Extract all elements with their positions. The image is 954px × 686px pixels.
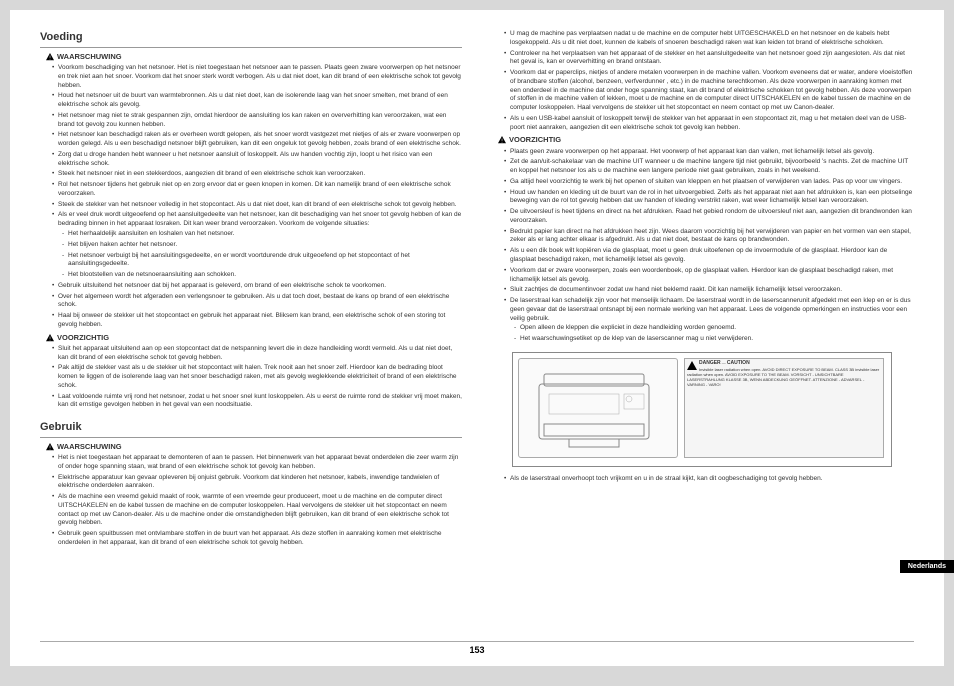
list-item: Over het algemeen wordt het afgeraden ee…: [52, 293, 462, 311]
list-item: Als de machine een vreemd geluid maakt o…: [52, 493, 462, 528]
printer-diagram: DANGER — CAUTION Invisible laser radiati…: [512, 352, 892, 467]
right-column: U mag de machine pas verplaatsen nadat u…: [492, 30, 914, 635]
list-item: Het netsnoer kan beschadigd raken als er…: [52, 131, 462, 149]
caution-icon: !: [498, 136, 506, 144]
voeding-waarschuwing-list: Voorkom beschadiging van het netsnoer. H…: [40, 64, 462, 330]
list-item: Ga altijd heel voorzichtig te werk bij h…: [504, 178, 914, 187]
danger-text: DANGER: [699, 360, 721, 366]
sub-item: Het blootstellen van de netsnoeraansluit…: [62, 271, 462, 280]
gebruik-waarschuwing-list: Het is niet toegestaan het apparaat te d…: [40, 454, 462, 548]
voorzichtig-header: ! VOORZICHTIG: [46, 333, 462, 343]
list-item: Haal bij onweer de stekker uit het stopc…: [52, 312, 462, 330]
list-item: Controleer na het verplaatsen van het ap…: [504, 50, 914, 68]
list-item: Gebruik geen spuitbussen met ontvlambare…: [52, 530, 462, 548]
list-item: Pak altijd de stekker vast als u de stek…: [52, 364, 462, 390]
caution-text: CAUTION: [727, 360, 750, 366]
waarschuwing-header: ! WAARSCHUWING: [46, 52, 462, 62]
sub-item: Open alleen de kleppen die expliciet in …: [514, 324, 914, 333]
list-item: Voorkom dat er paperclips, nietjes of an…: [504, 69, 914, 113]
printer-illustration: [518, 358, 678, 458]
sub-item: Het herhaaldelijk aansluiten en loshalen…: [62, 230, 462, 239]
waarschuwing-label: WAARSCHUWING: [57, 52, 122, 62]
warning-label-sticker: DANGER — CAUTION Invisible laser radiati…: [684, 358, 884, 458]
sub-item: Het waarschuwingsetiket op de klep van d…: [514, 335, 914, 344]
list-item: Het netsnoer mag niet te strak gespannen…: [52, 112, 462, 130]
list-item: Steek het netsnoer niet in een stekkerdo…: [52, 170, 462, 179]
left-column: Voeding ! WAARSCHUWING Voorkom beschadig…: [40, 30, 462, 635]
voorzichtig-header-2: ! VOORZICHTIG: [498, 135, 914, 145]
list-item: Als de laserstraal onverhoopt toch vrijk…: [504, 475, 914, 484]
list-item: Het is niet toegestaan het apparaat te d…: [52, 454, 462, 472]
page-number: 153: [40, 641, 914, 655]
list-item: Zet de aan/uit-schakelaar van de machine…: [504, 158, 914, 176]
list-item: Als u een dik boek wilt kopiëren via de …: [504, 247, 914, 265]
col2-voorzichtig-list: Plaats geen zware voorwerpen op het appa…: [492, 148, 914, 344]
list-item: Als u een USB-kabel aansluit of loskoppe…: [504, 115, 914, 133]
section-voeding-title: Voeding: [40, 30, 462, 48]
sub-item: Het blijven haken achter het netsnoer.: [62, 241, 462, 250]
sub-item: Het netsnoer verbuigt bij het aansluitin…: [62, 252, 462, 270]
waarschuwing-label-2: WAARSCHUWING: [57, 442, 122, 452]
warning-icon: !: [46, 53, 54, 61]
voorzichtig-label-2: VOORZICHTIG: [509, 135, 561, 145]
list-item: Als er veel druk wordt uitgeoefend op he…: [52, 211, 462, 279]
waarschuwing-header-2: ! WAARSCHUWING: [46, 442, 462, 452]
list-item: Laat voldoende ruimte vrij rond het nets…: [52, 393, 462, 411]
list-item: Gebruik uitsluitend het netsnoer dat bij…: [52, 282, 462, 291]
caution-icon: !: [46, 334, 54, 342]
list-item: Sluit zachtjes de documentinvoer zodat u…: [504, 286, 914, 295]
list-item: Zorg dat u droge handen hebt wanneer u h…: [52, 151, 462, 169]
col2-waarschuwing-list: U mag de machine pas verplaatsen nadat u…: [492, 30, 914, 132]
language-tab: Nederlands: [900, 560, 954, 573]
section-gebruik-title: Gebruik: [40, 420, 462, 438]
voorzichtig-label: VOORZICHTIG: [57, 333, 109, 343]
list-item: Voorkom dat er zware voorwerpen, zoals e…: [504, 267, 914, 285]
list-item: U mag de machine pas verplaatsen nadat u…: [504, 30, 914, 48]
warning-icon: !: [46, 443, 54, 451]
list-item: Houd het netsnoer uit de buurt van warmt…: [52, 92, 462, 110]
list-item: Voorkom beschadiging van het netsnoer. H…: [52, 64, 462, 90]
list-item: De laserstraal kan schadelijk zijn voor …: [504, 297, 914, 344]
list-item: Bedrukt papier kan direct na het afdrukk…: [504, 228, 914, 246]
list-item: De uitvoersleuf is heet tijdens en direc…: [504, 208, 914, 226]
list-item: Plaats geen zware voorwerpen op het appa…: [504, 148, 914, 157]
list-item: Sluit het apparaat uitsluitend aan op ee…: [52, 345, 462, 363]
list-item: Elektrische apparatuur kan gevaar opleve…: [52, 474, 462, 492]
list-item: Rol het netsnoer tijdens het gebruik nie…: [52, 181, 462, 199]
voeding-voorzichtig-list: Sluit het apparaat uitsluitend aan op ee…: [40, 345, 462, 410]
list-item: Houd uw handen en kleding uit de buurt v…: [504, 189, 914, 207]
list-item: Steek de stekker van het netsnoer volled…: [52, 201, 462, 210]
col2-footer-list: Als de laserstraal onverhoopt toch vrijk…: [492, 475, 914, 484]
